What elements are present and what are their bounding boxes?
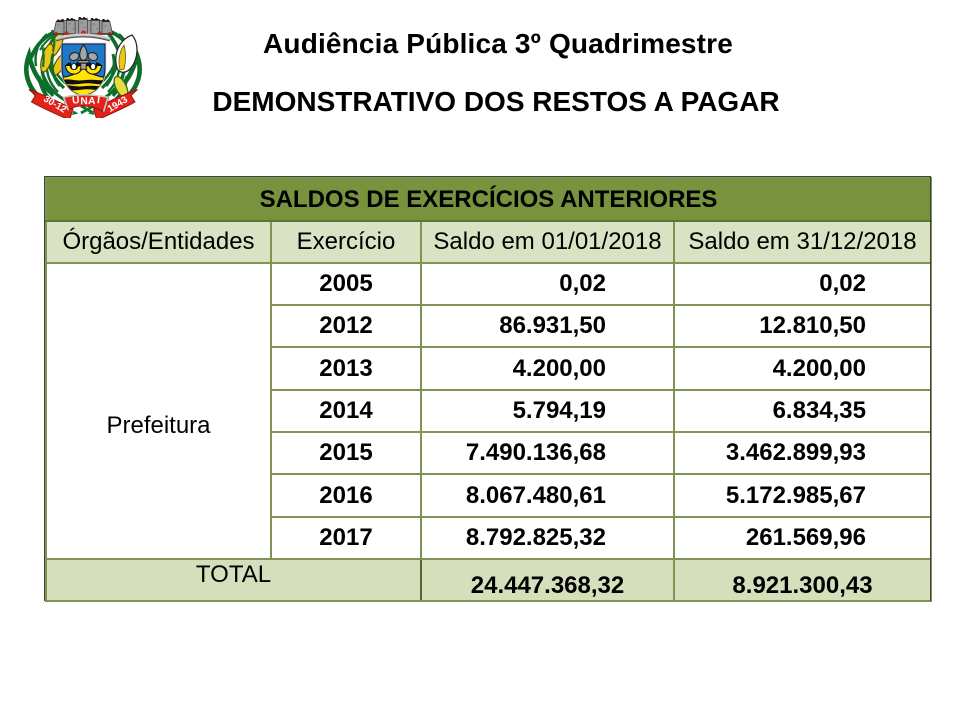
- svg-text:A: A: [88, 96, 97, 107]
- svg-text:Í: Í: [96, 93, 102, 106]
- svg-text:U: U: [72, 95, 80, 107]
- svg-text:N: N: [80, 96, 88, 107]
